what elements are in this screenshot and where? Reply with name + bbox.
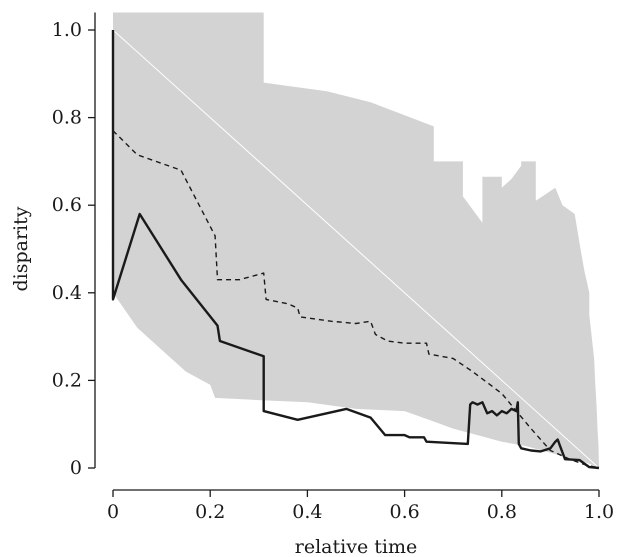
y-axis-title: disparity (10, 206, 32, 291)
axes (94, 12, 599, 491)
x-tick-label: 0.4 (292, 501, 322, 523)
y-tick-label: 1.0 (52, 19, 82, 41)
reference-line (112, 29, 600, 469)
ticks: 0 0.2 0.4 0.6 0.8 1.0 0 0.2 0.4 0.6 0.8 1.0 (52, 19, 614, 523)
x-tick-label: 0.6 (389, 501, 419, 523)
x-tick-label: 0 (107, 501, 119, 523)
plot-area (111, 12, 600, 470)
x-tick-label: 0.2 (195, 501, 225, 523)
y-tick-label: 0.2 (52, 369, 82, 391)
y-tick-label: 0.4 (52, 282, 82, 304)
dashed-series-line (112, 130, 600, 469)
x-axis-title: relative time (295, 536, 417, 557)
y-tick-label: 0 (70, 457, 82, 479)
x-tick-label: 0.8 (487, 501, 517, 523)
x-tick-label: 1.0 (584, 501, 614, 523)
y-tick-label: 0.8 (52, 107, 82, 129)
solid-series-line (111, 30, 600, 470)
y-tick-label: 0.6 (52, 194, 82, 216)
confidence-band (113, 12, 599, 468)
